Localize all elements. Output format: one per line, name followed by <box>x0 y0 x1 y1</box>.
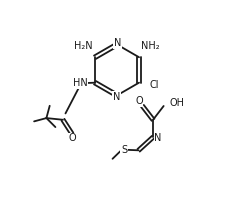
Text: N: N <box>114 38 121 48</box>
Text: HN: HN <box>73 78 88 88</box>
Text: O: O <box>135 96 143 106</box>
Text: N: N <box>113 92 120 102</box>
Text: N: N <box>154 132 161 143</box>
Text: NH₂: NH₂ <box>141 41 160 51</box>
Text: O: O <box>69 133 77 143</box>
Text: S: S <box>121 145 127 155</box>
Text: H₂N: H₂N <box>74 41 93 51</box>
Text: OH: OH <box>169 98 184 109</box>
Text: Cl: Cl <box>149 80 159 90</box>
